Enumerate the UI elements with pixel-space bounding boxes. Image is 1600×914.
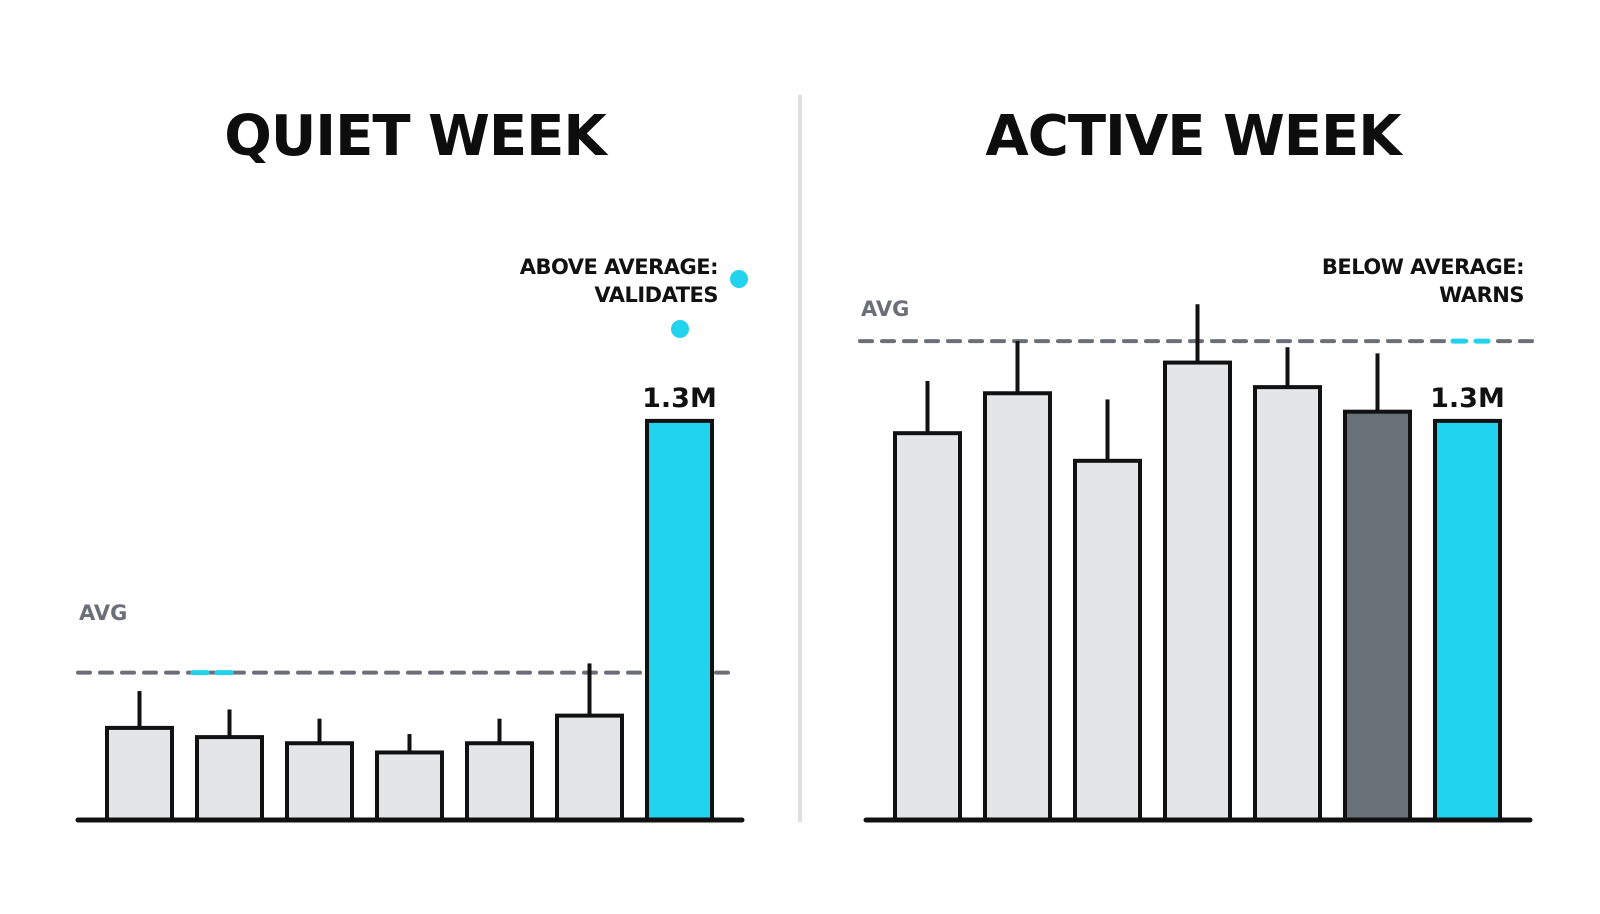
bar-3 (285, 741, 354, 822)
quiet-week-panel: QUIET WEEK ABOVE AVERAGE: VALIDATES AVG … (75, 104, 748, 823)
above-average-note-line2: VALIDATES (594, 283, 718, 307)
bar-value-label: 1.3M (1430, 383, 1505, 414)
bar-4 (375, 750, 444, 823)
note-dot-2 (671, 320, 689, 338)
bar-7 (645, 418, 714, 822)
bar-4 (1163, 360, 1232, 822)
bar-2 (195, 735, 264, 822)
below-average-note-line1: BELOW AVERAGE: (1322, 255, 1524, 279)
bar-1 (893, 431, 962, 822)
quiet-week-title: QUIET WEEK (224, 104, 609, 169)
bar-7 (1433, 418, 1502, 822)
above-average-note-line1: ABOVE AVERAGE: (520, 255, 718, 279)
bar-6 (555, 713, 624, 822)
avg-label: AVG (79, 601, 127, 625)
bar-5 (465, 741, 534, 822)
avg-label: AVG (861, 297, 909, 321)
below-average-note-line2: WARNS (1439, 283, 1524, 307)
active-week-panel: ACTIVE WEEK BELOW AVERAGE: WARNS AVG 1.3… (858, 104, 1536, 823)
bar-2 (983, 391, 1052, 822)
note-dot-1 (730, 270, 748, 288)
active-week-title: ACTIVE WEEK (985, 104, 1404, 169)
bar-6 (1343, 409, 1412, 822)
bar-3 (1073, 458, 1142, 822)
bar-1 (105, 725, 174, 823)
bar-value-label: 1.3M (642, 383, 717, 414)
bar-5 (1253, 385, 1322, 822)
